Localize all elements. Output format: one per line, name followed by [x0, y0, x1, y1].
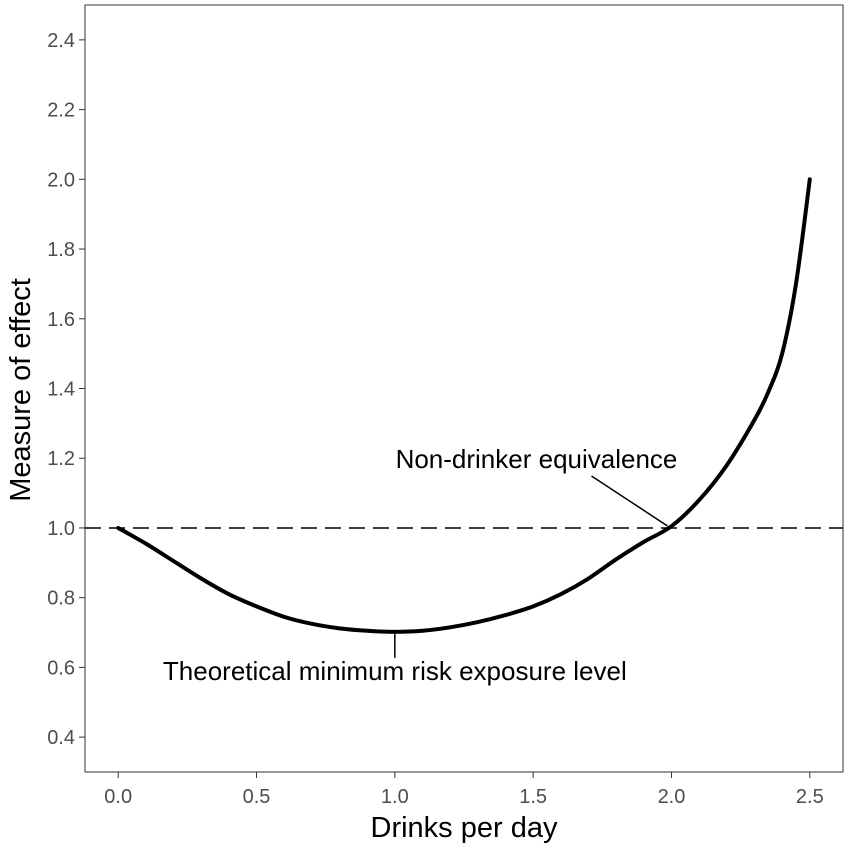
x-tick-label: 0.0 [104, 786, 132, 808]
y-tick-label: 1.2 [47, 448, 75, 470]
x-tick-label: 2.0 [658, 786, 686, 808]
annotation-tmrel: Theoretical minimum risk exposure level [163, 656, 627, 686]
x-tick-label: 1.5 [519, 786, 547, 808]
y-tick-label: 2.0 [47, 169, 75, 191]
y-tick-label: 2.2 [47, 100, 75, 122]
x-axis-title: Drinks per day [371, 812, 558, 844]
annotation-leader-nondrinker [591, 475, 668, 527]
series-line [116, 177, 812, 634]
x-tick-label: 0.5 [243, 786, 271, 808]
y-tick-label: 0.6 [47, 657, 75, 679]
y-axis-title: Measure of effect [5, 278, 37, 502]
x-tick-label: 2.5 [796, 786, 824, 808]
y-tick-label: 2.4 [47, 30, 75, 52]
annotation-nondrinker-equivalence: Non-drinker equivalence [396, 444, 678, 474]
y-tick-label: 1.0 [47, 518, 75, 540]
y-axis: 0.4 0.6 0.8 1.0 1.2 1.4 1.6 1.8 2.0 2.2 2.4 [47, 30, 85, 749]
y-tick-label: 0.8 [47, 588, 75, 610]
y-tick-label: 1.6 [47, 309, 75, 331]
y-tick-label: 1.4 [47, 379, 75, 401]
y-tick-label: 1.8 [47, 239, 75, 261]
y-tick-label: 0.4 [47, 727, 75, 749]
plot-panel [84, 4, 844, 773]
x-tick-label: 1.0 [381, 786, 409, 808]
x-axis: 0.0 0.5 1.0 1.5 2.0 2.5 [104, 772, 824, 808]
